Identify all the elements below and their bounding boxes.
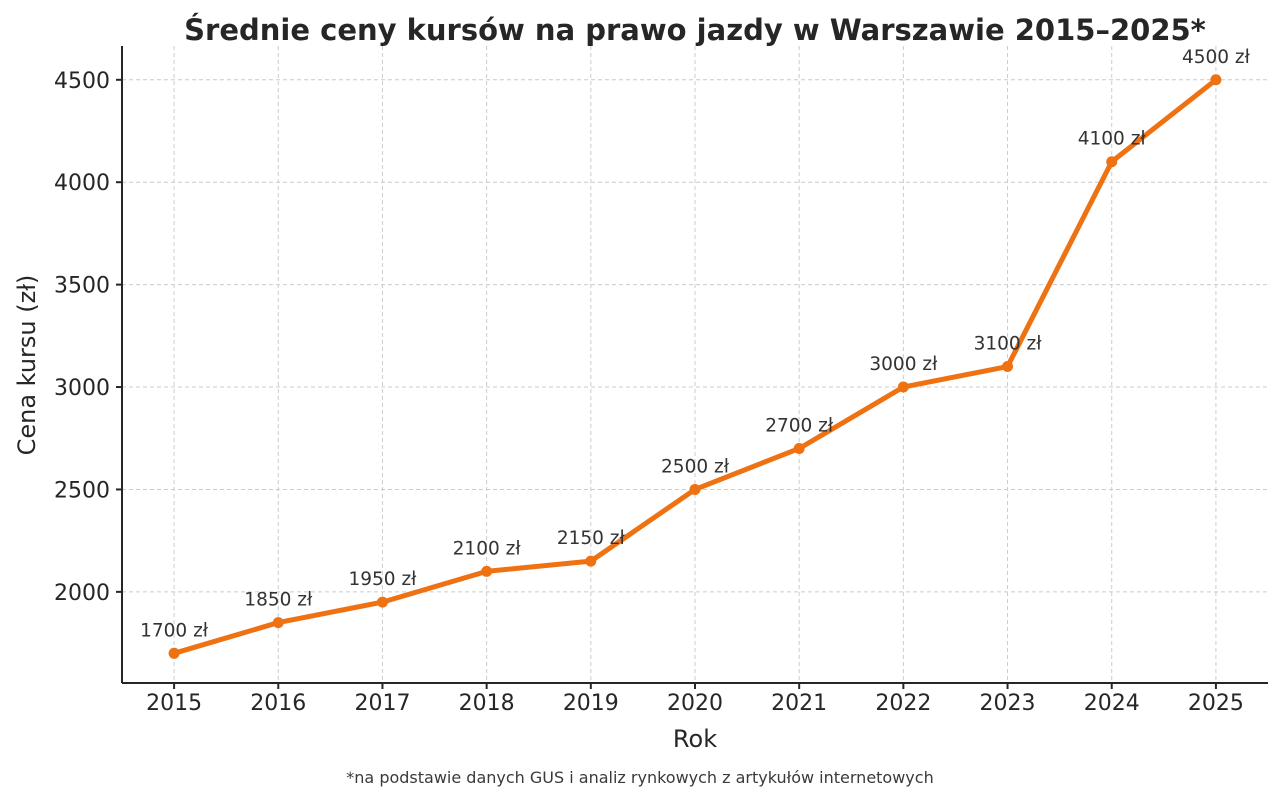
data-point-label: 2700 zł xyxy=(765,415,834,436)
x-tick-label: 2015 xyxy=(146,691,202,716)
chart-footnote: *na podstawie danych GUS i analiz rynkow… xyxy=(346,768,934,787)
data-point-label: 1950 zł xyxy=(348,569,417,590)
chart-title: Średnie ceny kursów na prawo jazdy w War… xyxy=(184,13,1206,47)
data-point-label: 2100 zł xyxy=(453,538,522,559)
data-point-marker xyxy=(1002,361,1014,373)
y-tick-label: 3000 xyxy=(54,376,110,401)
x-tick-label: 2019 xyxy=(563,691,619,716)
data-point-marker xyxy=(376,596,388,608)
data-point-label: 3000 zł xyxy=(869,354,938,375)
y-tick-label: 2500 xyxy=(54,478,110,503)
data-point-marker xyxy=(1106,156,1118,168)
data-point-label: 4500 zł xyxy=(1182,47,1251,68)
y-tick-label: 3500 xyxy=(54,274,110,299)
x-tick-label: 2022 xyxy=(875,691,931,716)
data-point-label: 1700 zł xyxy=(140,620,209,641)
data-point-marker xyxy=(481,565,493,577)
x-tick-label: 2025 xyxy=(1188,691,1244,716)
x-tick-label: 2017 xyxy=(354,691,410,716)
data-point-label: 2500 zł xyxy=(661,456,730,477)
data-point-marker xyxy=(168,647,180,659)
x-tick-label: 2018 xyxy=(459,691,515,716)
data-point-marker xyxy=(272,617,284,629)
data-point-marker xyxy=(689,483,701,495)
x-axis-title: Rok xyxy=(672,725,718,753)
data-point-label: 2150 zł xyxy=(557,528,626,549)
data-point-marker xyxy=(1210,74,1222,86)
data-point-label: 4100 zł xyxy=(1078,129,1147,150)
x-tick-label: 2024 xyxy=(1084,691,1140,716)
data-point-label: 3100 zł xyxy=(974,334,1043,355)
x-tick-label: 2023 xyxy=(980,691,1036,716)
y-tick-label: 2000 xyxy=(54,581,110,606)
x-tick-label: 2020 xyxy=(667,691,723,716)
data-point-marker xyxy=(897,381,909,393)
data-point-marker xyxy=(585,555,597,567)
x-tick-label: 2021 xyxy=(771,691,827,716)
y-tick-label: 4000 xyxy=(54,171,110,196)
x-tick-label: 2016 xyxy=(250,691,306,716)
y-tick-label: 4500 xyxy=(54,69,110,94)
data-point-marker xyxy=(793,442,805,454)
data-point-label: 1850 zł xyxy=(244,590,313,611)
